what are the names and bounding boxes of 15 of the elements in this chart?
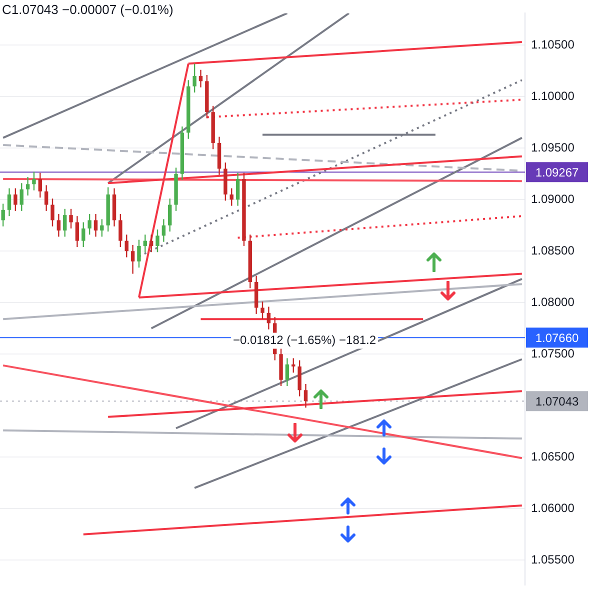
y-tick-label: 1.06500	[531, 449, 575, 464]
y-tick-label: 1.10000	[531, 88, 575, 103]
y-tick-label: 1.08000	[531, 294, 575, 309]
y-tick-label: 1.09500	[531, 140, 575, 154]
y-tick-label: 1.05500	[531, 552, 575, 566]
ref-line-label: 1.07043	[535, 394, 580, 408]
y-tick-label: 1.07500	[531, 346, 575, 360]
y-tick-label: 1.08500	[531, 243, 575, 258]
y-tick-label: 1.06000	[531, 500, 575, 515]
annotation: −0.01812 (−1.65%) −181.2	[232, 333, 376, 348]
ref-line-label: 1.07660	[535, 330, 580, 345]
ref-line-label: 1.09267	[535, 165, 580, 180]
y-tick-label: 1.09000	[531, 192, 575, 206]
y-tick-label: 1.10500	[531, 37, 575, 52]
annotation: C1.07043 −0.00007 (−0.01%)	[2, 2, 174, 17]
